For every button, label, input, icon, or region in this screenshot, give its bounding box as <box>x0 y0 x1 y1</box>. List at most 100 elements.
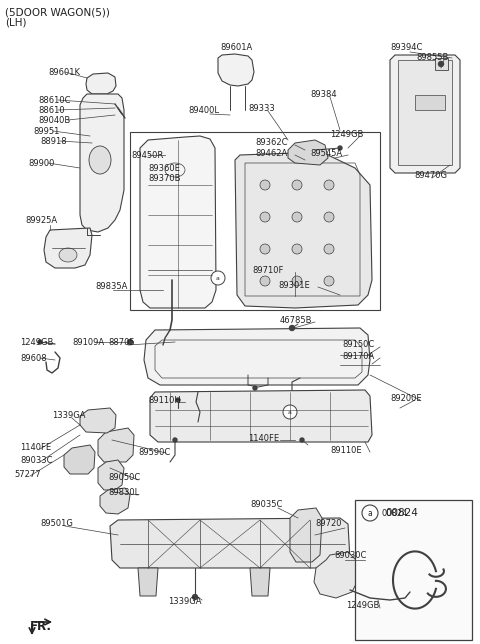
Polygon shape <box>415 95 445 110</box>
Text: 89109A: 89109A <box>72 337 104 346</box>
Circle shape <box>410 591 414 595</box>
Text: a: a <box>216 276 220 281</box>
Text: 00824: 00824 <box>385 508 418 518</box>
Circle shape <box>362 505 378 521</box>
Circle shape <box>283 405 297 419</box>
Text: 89360E: 89360E <box>148 164 180 173</box>
Circle shape <box>439 61 444 66</box>
Circle shape <box>324 276 334 286</box>
Polygon shape <box>98 460 124 490</box>
Text: FR.: FR. <box>30 620 52 632</box>
Polygon shape <box>288 140 328 165</box>
Text: 89835A: 89835A <box>95 281 127 290</box>
Text: 1249GB: 1249GB <box>346 600 379 609</box>
Text: 89720: 89720 <box>315 520 341 529</box>
Text: a: a <box>368 509 372 518</box>
Text: 89200E: 89200E <box>390 393 421 402</box>
Polygon shape <box>218 54 254 86</box>
Text: 89033C: 89033C <box>20 455 52 464</box>
Text: 1339GA: 1339GA <box>52 410 85 419</box>
Polygon shape <box>235 153 372 308</box>
Polygon shape <box>80 408 116 433</box>
Circle shape <box>324 212 334 222</box>
Text: 89450R: 89450R <box>131 151 163 160</box>
Text: 89470G: 89470G <box>414 171 447 180</box>
Circle shape <box>292 212 302 222</box>
Ellipse shape <box>59 248 77 262</box>
Circle shape <box>292 244 302 254</box>
Ellipse shape <box>89 146 111 174</box>
Text: 1140FE: 1140FE <box>20 442 51 451</box>
Polygon shape <box>64 445 95 474</box>
Circle shape <box>338 146 342 150</box>
Circle shape <box>211 271 225 285</box>
Polygon shape <box>144 328 370 385</box>
Text: 89040B: 89040B <box>38 115 70 124</box>
Text: 89170A: 89170A <box>342 352 374 361</box>
Text: 88918: 88918 <box>40 137 67 146</box>
Text: 89333: 89333 <box>248 104 275 113</box>
Text: 89050C: 89050C <box>108 473 140 482</box>
Text: 89400L: 89400L <box>188 106 219 115</box>
Text: 89601A: 89601A <box>220 43 252 52</box>
Circle shape <box>128 339 132 345</box>
Polygon shape <box>398 60 452 165</box>
Text: 89830L: 89830L <box>108 488 139 497</box>
Circle shape <box>38 340 42 344</box>
Text: 89150C: 89150C <box>342 339 374 348</box>
Text: 89362C: 89362C <box>255 138 288 146</box>
Text: 88610C: 88610C <box>38 95 71 104</box>
Circle shape <box>260 180 270 190</box>
Polygon shape <box>110 518 350 568</box>
Polygon shape <box>355 500 472 640</box>
Polygon shape <box>138 568 158 596</box>
Text: (5DOOR WAGON(5)): (5DOOR WAGON(5)) <box>5 7 110 17</box>
Text: 89030C: 89030C <box>334 551 366 560</box>
Text: 89501G: 89501G <box>40 520 73 529</box>
Polygon shape <box>390 55 460 173</box>
Text: 89601K: 89601K <box>48 68 80 77</box>
Polygon shape <box>290 508 322 562</box>
Text: 46785B: 46785B <box>280 316 312 325</box>
Circle shape <box>260 244 270 254</box>
Text: 1140FE: 1140FE <box>248 433 279 442</box>
Circle shape <box>292 180 302 190</box>
Circle shape <box>260 212 270 222</box>
Text: 89370B: 89370B <box>148 173 180 182</box>
Polygon shape <box>435 58 448 70</box>
Text: 89394C: 89394C <box>390 43 422 52</box>
Text: 89301E: 89301E <box>278 281 310 290</box>
Text: 89710F: 89710F <box>252 265 283 274</box>
Text: (LH): (LH) <box>5 17 26 27</box>
Text: 88705: 88705 <box>108 337 134 346</box>
Circle shape <box>292 276 302 286</box>
Polygon shape <box>86 73 116 94</box>
Circle shape <box>289 325 295 330</box>
Polygon shape <box>100 488 130 514</box>
Circle shape <box>324 180 334 190</box>
Text: 89925A: 89925A <box>25 216 57 225</box>
Circle shape <box>173 438 177 442</box>
Text: 89608: 89608 <box>20 354 47 363</box>
Text: 89110E: 89110E <box>330 446 361 455</box>
Circle shape <box>300 438 304 442</box>
Circle shape <box>176 398 180 402</box>
Text: 89035C: 89035C <box>250 500 282 509</box>
Text: 00824: 00824 <box>382 509 408 518</box>
Polygon shape <box>80 94 124 232</box>
Circle shape <box>324 244 334 254</box>
Circle shape <box>192 594 197 600</box>
Polygon shape <box>314 552 358 598</box>
Circle shape <box>172 339 178 345</box>
Polygon shape <box>140 136 216 308</box>
Text: 89951: 89951 <box>33 126 60 135</box>
Circle shape <box>260 276 270 286</box>
Text: 57277: 57277 <box>14 469 41 478</box>
Text: 1339GA: 1339GA <box>168 598 202 607</box>
Polygon shape <box>150 390 372 442</box>
Text: 1249GB: 1249GB <box>330 129 363 138</box>
Polygon shape <box>44 228 92 268</box>
Text: 89545A: 89545A <box>310 149 342 158</box>
Text: 89900: 89900 <box>28 158 54 167</box>
Text: 89110H: 89110H <box>148 395 181 404</box>
